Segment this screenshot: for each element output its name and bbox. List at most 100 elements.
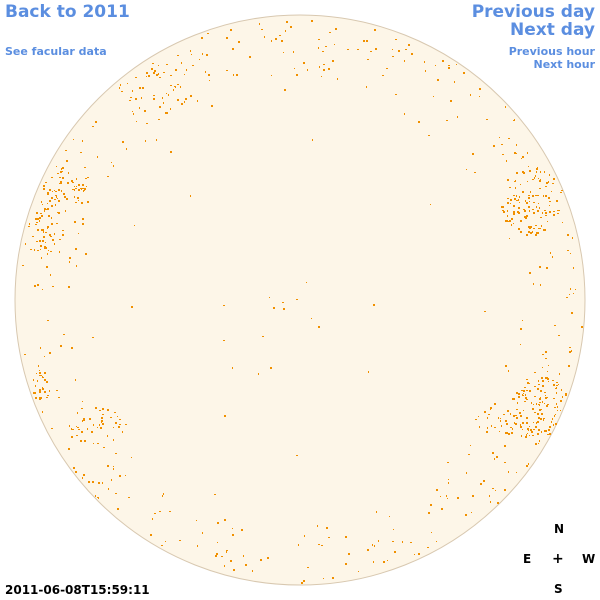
- facula-point: [311, 20, 313, 22]
- facula-point: [538, 178, 539, 179]
- facula-point: [529, 201, 530, 202]
- facula-point: [75, 248, 77, 250]
- facula-point: [66, 160, 68, 162]
- facula-point: [530, 232, 532, 234]
- facula-point: [158, 119, 160, 120]
- facula-point: [532, 435, 534, 436]
- facula-point: [83, 190, 84, 192]
- facula-point: [525, 200, 526, 202]
- facula-point: [211, 105, 213, 107]
- facula-point: [59, 177, 61, 178]
- facula-point: [466, 169, 467, 170]
- facula-point: [532, 195, 534, 197]
- facula-point: [34, 285, 36, 287]
- facula-point: [49, 390, 50, 392]
- facula-point: [42, 240, 44, 242]
- facula-point: [119, 419, 121, 420]
- facula-point: [151, 68, 153, 70]
- facula-point: [530, 191, 531, 193]
- facula-point: [509, 187, 511, 188]
- facula-point: [107, 176, 109, 177]
- facula-point: [544, 430, 546, 432]
- facula-point: [54, 199, 56, 200]
- facula-point: [537, 388, 539, 390]
- facula-point: [56, 196, 57, 198]
- facula-point: [556, 200, 558, 202]
- facula-point: [527, 152, 528, 154]
- facula-point: [520, 328, 522, 330]
- facula-point: [63, 334, 65, 335]
- facula-point: [111, 479, 112, 481]
- facula-point: [530, 429, 532, 431]
- facula-point: [122, 431, 123, 433]
- facula-point: [532, 408, 534, 410]
- see-facular-data-link[interactable]: See facular data: [5, 45, 107, 58]
- facula-point: [513, 223, 514, 224]
- previous-day-link[interactable]: Previous day: [471, 2, 595, 22]
- facula-point: [553, 384, 555, 386]
- facula-point: [536, 422, 537, 424]
- facula-point: [34, 249, 35, 251]
- facula-point: [39, 389, 41, 391]
- facula-point: [526, 434, 527, 436]
- compass-south-label: S: [554, 582, 563, 596]
- facula-point: [555, 423, 557, 425]
- facula-point: [82, 188, 84, 189]
- facula-point: [170, 85, 172, 86]
- facula-point: [73, 467, 75, 469]
- facula-point: [264, 36, 265, 38]
- facula-point: [153, 98, 155, 100]
- facula-point: [258, 373, 259, 375]
- facula-point: [270, 367, 272, 369]
- previous-hour-link[interactable]: Previous hour: [508, 45, 595, 58]
- facula-point: [35, 397, 37, 399]
- facula-point: [111, 162, 112, 163]
- facula-point: [529, 383, 530, 384]
- facula-point: [80, 440, 82, 442]
- facula-point: [475, 419, 477, 420]
- facula-point: [516, 392, 518, 394]
- facula-point: [44, 210, 45, 212]
- facula-point: [72, 189, 74, 190]
- facula-point: [58, 200, 60, 202]
- facula-point: [47, 203, 48, 204]
- facula-point: [76, 186, 77, 187]
- facula-point: [93, 424, 94, 426]
- facula-point: [570, 288, 571, 290]
- facula-point: [328, 68, 330, 70]
- facula-point: [145, 140, 146, 142]
- facula-point: [298, 544, 299, 546]
- facula-point: [494, 403, 496, 405]
- facula-point: [545, 377, 547, 379]
- facula-point: [550, 252, 551, 254]
- next-day-link[interactable]: Next day: [510, 20, 595, 40]
- facula-point: [507, 220, 508, 222]
- facula-point: [129, 100, 131, 101]
- facula-point: [531, 431, 533, 433]
- facula-point: [506, 160, 507, 162]
- facula-point: [536, 206, 537, 208]
- facula-point: [508, 433, 510, 435]
- facula-point: [541, 377, 543, 379]
- facula-point: [45, 242, 46, 243]
- facula-point: [538, 203, 539, 204]
- facula-point: [553, 178, 555, 180]
- facula-point: [232, 534, 234, 536]
- facula-point: [175, 86, 176, 88]
- facula-point: [468, 454, 470, 455]
- facula-point: [507, 215, 508, 217]
- facula-point: [139, 107, 140, 109]
- back-to-year-link[interactable]: Back to 2011: [5, 2, 130, 22]
- next-hour-link[interactable]: Next hour: [533, 58, 596, 71]
- facula-point: [44, 247, 46, 249]
- facula-point: [386, 68, 388, 69]
- facula-point: [519, 412, 521, 414]
- facula-point: [538, 429, 540, 431]
- facula-point: [41, 215, 43, 217]
- facula-point: [382, 75, 384, 76]
- facula-point: [74, 189, 75, 191]
- facula-point: [536, 232, 538, 234]
- facula-point: [42, 204, 43, 205]
- facula-point: [97, 156, 98, 158]
- facula-point: [366, 40, 368, 42]
